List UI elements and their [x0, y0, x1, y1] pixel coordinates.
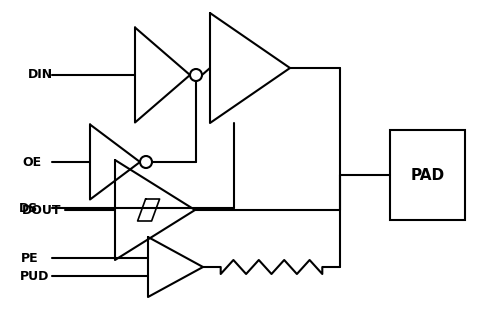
- Text: DS: DS: [18, 202, 38, 215]
- Bar: [390, 130, 465, 220]
- Text: DIN: DIN: [28, 68, 52, 81]
- Text: DOUT: DOUT: [22, 204, 62, 217]
- Text: PUD: PUD: [20, 269, 50, 282]
- Text: PAD: PAD: [410, 168, 444, 183]
- Text: PE: PE: [21, 252, 39, 265]
- Text: OE: OE: [22, 156, 42, 169]
